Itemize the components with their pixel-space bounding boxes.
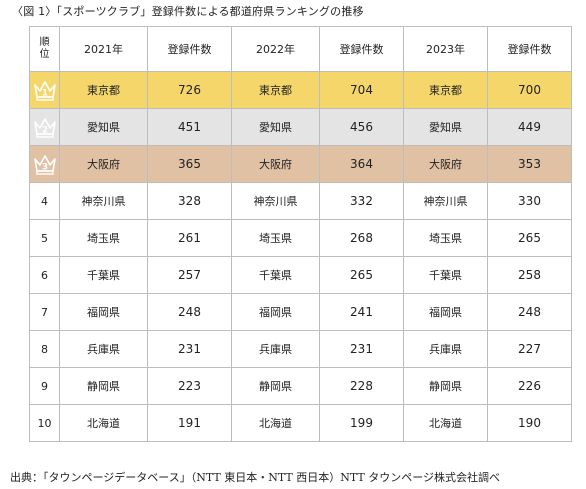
table-row: 2 愛知県 451 愛知県 456 愛知県 449: [29, 108, 572, 146]
count-2022: 199: [319, 404, 404, 442]
rank-header: 順 位: [29, 26, 60, 72]
crown-icon: 3: [33, 155, 56, 175]
count-2021-header: 登録件数: [147, 26, 232, 72]
count-2023: 449: [487, 108, 572, 146]
source-note: 出典：「タウンページデータベース」（NTT 東日本・NTT 西日本）NTT タウ…: [10, 471, 501, 484]
count-2021: 365: [147, 145, 232, 183]
prefecture-2023: 北海道: [403, 404, 488, 442]
prefecture-2023: 埼玉県: [403, 219, 488, 257]
prefecture-2021: 千葉県: [59, 256, 148, 294]
prefecture-2022: 大阪府: [231, 145, 320, 183]
count-2022-header: 登録件数: [319, 26, 404, 72]
prefecture-2022: 神奈川県: [231, 182, 320, 220]
table-row: 6 千葉県 257 千葉県 265 千葉県 258: [29, 256, 572, 294]
prefecture-2021: 愛知県: [59, 108, 148, 146]
count-2023: 700: [487, 71, 572, 109]
prefecture-2023: 東京都: [403, 71, 488, 109]
count-2021: 231: [147, 330, 232, 368]
table-row: 8 兵庫県 231 兵庫県 231 兵庫県 227: [29, 330, 572, 368]
ranking-table: 順 位 2021年 登録件数 2022年 登録件数 2023年 登録件数 1 東…: [29, 26, 572, 442]
count-2022: 265: [319, 256, 404, 294]
count-2023: 258: [487, 256, 572, 294]
prefecture-2021: 兵庫県: [59, 330, 148, 368]
prefecture-2022: 埼玉県: [231, 219, 320, 257]
rank-number: 2: [41, 126, 47, 136]
table-row: 4 神奈川県 328 神奈川県 332 神奈川県 330: [29, 182, 572, 220]
prefecture-2022: 北海道: [231, 404, 320, 442]
table-row: 3 大阪府 365 大阪府 364 大阪府 353: [29, 145, 572, 183]
count-2023: 353: [487, 145, 572, 183]
count-2021: 257: [147, 256, 232, 294]
count-2022: 241: [319, 293, 404, 331]
count-2021: 328: [147, 182, 232, 220]
year-2021-header: 2021年: [59, 26, 148, 72]
count-2023: 227: [487, 330, 572, 368]
rank-cell: 5: [29, 219, 60, 257]
rank-cell: 4: [29, 182, 60, 220]
count-2023: 190: [487, 404, 572, 442]
rank-cell: 6: [29, 256, 60, 294]
rank-cell: 2: [29, 108, 60, 146]
count-2021: 191: [147, 404, 232, 442]
prefecture-2021: 埼玉県: [59, 219, 148, 257]
prefecture-2021: 大阪府: [59, 145, 148, 183]
table-row: 10 北海道 191 北海道 199 北海道 190: [29, 404, 572, 442]
prefecture-2021: 神奈川県: [59, 182, 148, 220]
prefecture-2021: 北海道: [59, 404, 148, 442]
rank-cell: 1: [29, 71, 60, 109]
table-row: 7 福岡県 248 福岡県 241 福岡県 248: [29, 293, 572, 331]
rank-number: 3: [41, 163, 47, 173]
count-2022: 228: [319, 367, 404, 405]
prefecture-2023: 静岡県: [403, 367, 488, 405]
count-2023: 226: [487, 367, 572, 405]
count-2021: 451: [147, 108, 232, 146]
rank-number: 1: [41, 89, 47, 99]
count-2023-header: 登録件数: [487, 26, 572, 72]
prefecture-2022: 静岡県: [231, 367, 320, 405]
prefecture-2022: 東京都: [231, 71, 320, 109]
figure-caption: 〈図 1〉「スポーツクラブ」登録件数による都道府県ランキングの推移: [12, 5, 364, 18]
rank-cell: 3: [29, 145, 60, 183]
count-2021: 261: [147, 219, 232, 257]
count-2021: 726: [147, 71, 232, 109]
rank-cell: 8: [29, 330, 60, 368]
count-2022: 456: [319, 108, 404, 146]
count-2021: 223: [147, 367, 232, 405]
prefecture-2023: 愛知県: [403, 108, 488, 146]
count-2022: 364: [319, 145, 404, 183]
rank-cell: 10: [29, 404, 60, 442]
count-2022: 332: [319, 182, 404, 220]
prefecture-2023: 福岡県: [403, 293, 488, 331]
count-2022: 268: [319, 219, 404, 257]
count-2021: 248: [147, 293, 232, 331]
crown-icon: 1: [33, 81, 56, 101]
prefecture-2023: 神奈川県: [403, 182, 488, 220]
prefecture-2021: 東京都: [59, 71, 148, 109]
prefecture-2023: 大阪府: [403, 145, 488, 183]
table-row: 5 埼玉県 261 埼玉県 268 埼玉県 265: [29, 219, 572, 257]
table-row: 9 静岡県 223 静岡県 228 静岡県 226: [29, 367, 572, 405]
prefecture-2021: 福岡県: [59, 293, 148, 331]
table-header-row: 順 位 2021年 登録件数 2022年 登録件数 2023年 登録件数: [29, 26, 572, 72]
table-row: 1 東京都 726 東京都 704 東京都 700: [29, 71, 572, 109]
prefecture-2022: 千葉県: [231, 256, 320, 294]
count-2023: 330: [487, 182, 572, 220]
count-2022: 231: [319, 330, 404, 368]
prefecture-2022: 兵庫県: [231, 330, 320, 368]
prefecture-2022: 福岡県: [231, 293, 320, 331]
rank-header-line1: 順: [39, 37, 50, 48]
count-2023: 265: [487, 219, 572, 257]
year-2023-header: 2023年: [403, 26, 488, 72]
rank-header-line2: 位: [39, 49, 50, 60]
count-2023: 248: [487, 293, 572, 331]
prefecture-2023: 兵庫県: [403, 330, 488, 368]
prefecture-2023: 千葉県: [403, 256, 488, 294]
prefecture-2022: 愛知県: [231, 108, 320, 146]
year-2022-header: 2022年: [231, 26, 320, 72]
rank-cell: 7: [29, 293, 60, 331]
crown-icon: 2: [33, 118, 56, 138]
count-2022: 704: [319, 71, 404, 109]
prefecture-2021: 静岡県: [59, 367, 148, 405]
rank-cell: 9: [29, 367, 60, 405]
